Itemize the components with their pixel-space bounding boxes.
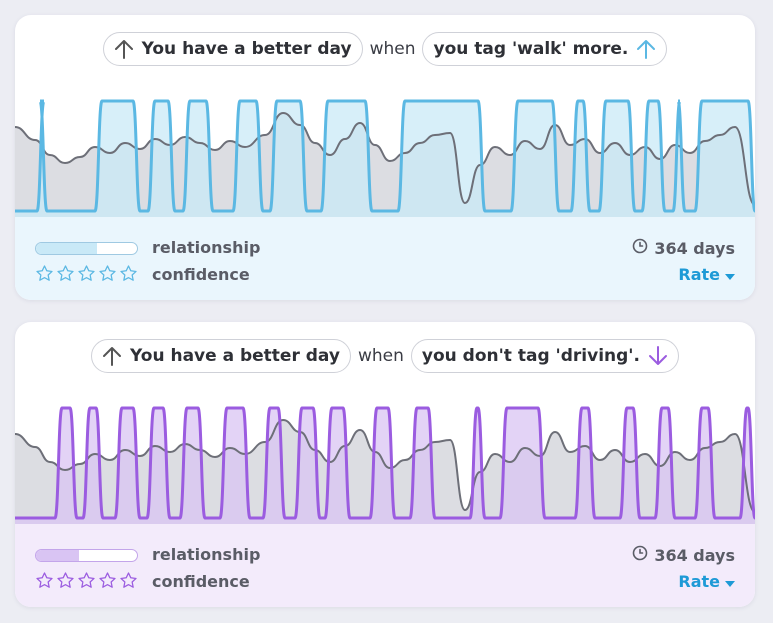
relationship-label: relationship — [152, 238, 261, 257]
relationship-bar — [35, 242, 138, 255]
outcome-pill[interactable]: You have a better day — [102, 32, 363, 66]
duration-text: 364 days — [654, 238, 735, 258]
relationship-bar — [35, 549, 138, 562]
duration-text: 364 days — [654, 545, 735, 565]
rate-dropdown[interactable]: Rate — [678, 572, 735, 591]
behavior-text: you tag 'walk' more. — [433, 39, 629, 59]
confidence-stars[interactable] — [35, 264, 138, 283]
clock-icon — [632, 238, 648, 258]
star-icon[interactable] — [119, 571, 138, 590]
arrow-up-icon — [102, 345, 122, 367]
behavior-text: you don't tag 'driving'. — [421, 346, 640, 366]
star-icon[interactable] — [98, 571, 117, 590]
outcome-pill[interactable]: You have a better day — [91, 339, 351, 373]
relationship-bar-fill — [36, 550, 80, 561]
relationship-label: relationship — [152, 545, 261, 564]
star-icon[interactable] — [119, 264, 138, 283]
connector-text: when — [369, 39, 416, 59]
insight-card-driving: You have a better day when you don't tag… — [15, 322, 755, 607]
caret-down-icon — [725, 265, 735, 284]
confidence-label: confidence — [152, 265, 250, 284]
star-icon[interactable] — [98, 264, 117, 283]
relationship-bar-fill — [36, 243, 97, 254]
clock-icon — [632, 545, 648, 565]
behavior-area — [15, 101, 755, 217]
timeline-chart — [15, 95, 755, 217]
star-icon[interactable] — [56, 571, 75, 590]
outcome-text: You have a better day — [130, 346, 340, 366]
star-icon[interactable] — [35, 264, 54, 283]
behavior-line — [15, 99, 755, 213]
star-icon[interactable] — [77, 264, 96, 283]
star-icon[interactable] — [77, 571, 96, 590]
confidence-label: confidence — [152, 572, 250, 591]
rate-label: Rate — [678, 265, 720, 284]
duration: 364 days — [632, 238, 735, 258]
caret-down-icon — [725, 572, 735, 591]
star-icon[interactable] — [35, 571, 54, 590]
insight-headline: You have a better day when you don't tag… — [15, 339, 755, 373]
timeline-chart-svg — [15, 99, 755, 217]
arrow-up-icon — [636, 38, 656, 60]
behavior-pill[interactable]: you tag 'walk' more. — [422, 32, 668, 66]
duration: 364 days — [632, 545, 735, 565]
timeline-chart-svg — [15, 406, 755, 524]
behavior-line — [15, 406, 755, 520]
behavior-pill[interactable]: you don't tag 'driving'. — [410, 339, 679, 373]
insight-headline: You have a better day when you tag 'walk… — [15, 32, 755, 66]
timeline-chart — [15, 402, 755, 524]
outcome-text: You have a better day — [141, 39, 352, 59]
insight-card-walk: You have a better day when you tag 'walk… — [15, 15, 755, 300]
connector-text: when — [357, 346, 404, 366]
insight-footer: relationship confidence 364 days Rate — [15, 524, 755, 607]
arrow-up-icon — [114, 38, 134, 60]
star-icon[interactable] — [56, 264, 75, 283]
arrow-down-icon — [648, 345, 668, 367]
confidence-stars[interactable] — [35, 571, 138, 590]
rate-dropdown[interactable]: Rate — [678, 265, 735, 284]
insight-footer: relationship confidence 364 days Rate — [15, 217, 755, 300]
rate-label: Rate — [678, 572, 720, 591]
